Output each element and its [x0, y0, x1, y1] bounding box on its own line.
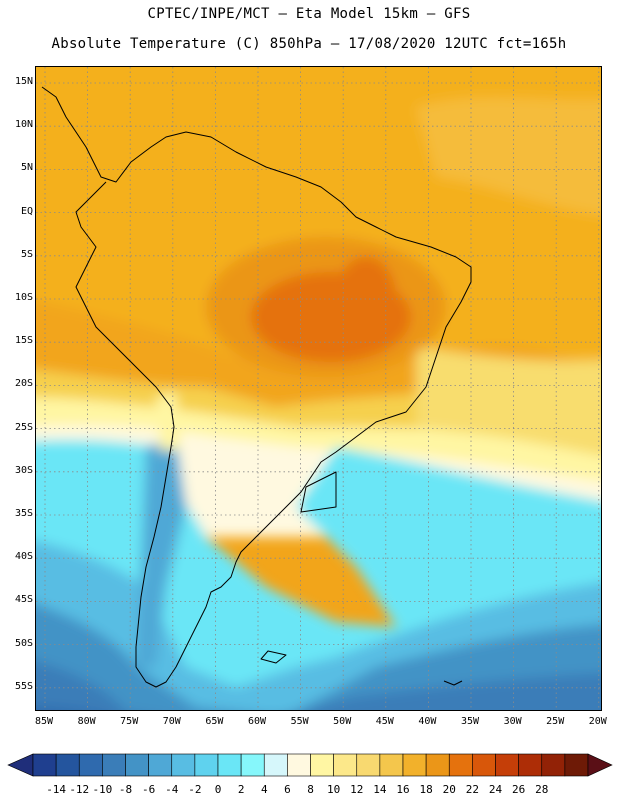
latitude-label: 10S	[14, 292, 33, 303]
longitude-label: 75W	[120, 716, 139, 727]
longitude-label: 45W	[375, 716, 394, 727]
colorbar-label: 6	[284, 783, 291, 796]
longitude-label: 50W	[333, 716, 352, 727]
colorbar-swatch	[379, 753, 404, 777]
colorbar-label: 24	[488, 783, 503, 796]
colorbar-swatch	[333, 753, 358, 777]
longitude-label: 65W	[205, 716, 224, 727]
colorbar-label: 8	[307, 783, 314, 796]
colorbar-swatch	[148, 753, 173, 777]
colorbar-swatch	[217, 753, 242, 777]
longitude-label: 20W	[588, 716, 607, 727]
colorbar-label: 16	[396, 783, 410, 796]
latitude-label: 30S	[14, 464, 33, 476]
colorbar-swatch	[564, 753, 589, 777]
latitude-label: 15S	[14, 335, 33, 347]
colorbar-max-arrow	[587, 753, 613, 777]
colorbar-label: -8	[118, 783, 133, 796]
latitude-label: 20S	[14, 378, 33, 390]
colorbar-swatch	[78, 753, 103, 777]
colorbar-swatch	[472, 753, 496, 777]
colorbar-label: 26	[512, 783, 526, 796]
latitude-label: 50S	[14, 637, 33, 649]
colorbar-swatch	[310, 753, 334, 777]
colorbar-label: 14	[373, 783, 387, 796]
colorbar-swatch	[425, 753, 450, 777]
colorbar-swatch	[125, 753, 149, 777]
colorbar-label: 22	[465, 783, 479, 796]
latitude-label: 55S	[14, 680, 33, 692]
longitude-label: 60W	[247, 716, 267, 727]
longitude-label: 80W	[77, 716, 96, 727]
latitude-label: EQ	[20, 205, 33, 217]
map-title: CPTEC/INPE/MCT – Eta Model 15km – GFS	[147, 6, 471, 22]
temperature-field	[36, 67, 601, 710]
colorbar-label: -14	[46, 783, 67, 796]
longitude-label: 25W	[546, 716, 565, 727]
colorbar-label: -2	[188, 783, 202, 796]
colorbar-label: 18	[419, 783, 433, 796]
colorbar-swatch	[541, 753, 566, 777]
longitude-label: 55W	[290, 716, 309, 727]
latitude-label: 10N	[14, 119, 33, 131]
colorbar-label: -10	[92, 783, 113, 796]
colorbar-label: -6	[142, 783, 156, 796]
longitude-label: 70W	[162, 716, 181, 727]
longitude-label: 85W	[34, 716, 54, 727]
latitude-label: 15N	[14, 76, 33, 87]
colorbar-swatch	[55, 753, 80, 777]
temperature-map	[35, 66, 602, 711]
colorbar-swatch	[287, 753, 311, 777]
colorbar-swatch	[102, 753, 126, 777]
colorbar-swatch	[356, 753, 381, 777]
colorbar-swatch	[194, 753, 219, 777]
colorbar-label: 12	[350, 783, 364, 796]
colorbar	[7, 753, 613, 777]
latitude-label: 5N	[20, 162, 33, 174]
latitude-label: 40S	[14, 551, 33, 563]
colorbar-swatch	[518, 753, 543, 777]
longitude-label: 35W	[460, 716, 480, 727]
longitude-label: 40W	[418, 716, 437, 727]
colorbar-swatch	[32, 753, 57, 777]
colorbar-swatch	[263, 753, 288, 777]
colorbar-swatch	[495, 753, 519, 777]
latitude-label: 5S	[20, 248, 33, 260]
latitude-label: 25S	[14, 421, 33, 433]
latitude-label: 35S	[14, 508, 33, 519]
colorbar-label: 2	[237, 783, 245, 796]
colorbar-swatch	[240, 753, 265, 777]
colorbar-label: 4	[260, 783, 268, 796]
colorbar-label: 20	[442, 783, 456, 796]
colorbar-swatch	[402, 753, 427, 777]
colorbar-swatch	[448, 753, 473, 777]
colorbar-label: -4	[165, 783, 179, 796]
graticule	[36, 67, 601, 710]
latitude-label: 45S	[14, 594, 33, 606]
map-subtitle: Absolute Temperature (C) 850hPa – 17/08/…	[51, 36, 567, 52]
coastlines	[41, 86, 472, 688]
colorbar-label: 28	[535, 783, 549, 796]
colorbar-label: -12	[69, 783, 90, 796]
colorbar-label: 10	[327, 783, 341, 796]
longitude-label: 30W	[503, 716, 522, 727]
colorbar-label: 0	[214, 783, 222, 796]
colorbar-swatch	[171, 753, 196, 777]
map-canvas	[36, 67, 601, 710]
colorbar-min-arrow	[7, 753, 34, 777]
